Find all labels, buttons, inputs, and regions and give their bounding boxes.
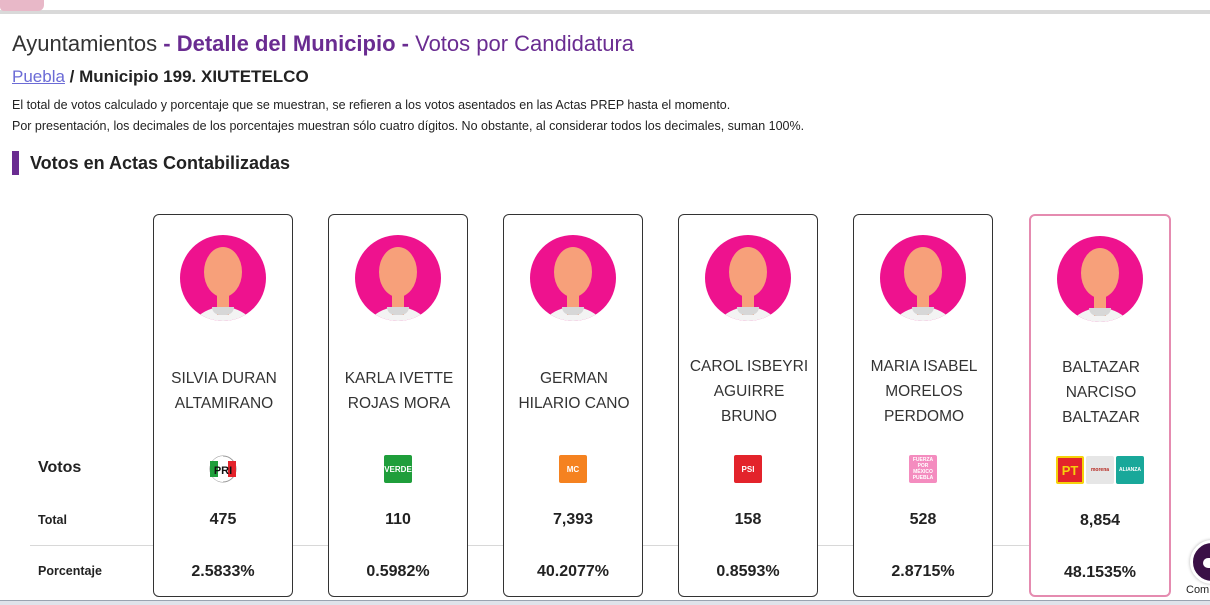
- candidate-card: SILVIA DURAN ALTAMIRANO PRI 475 2.5833%: [153, 214, 293, 597]
- breadcrumb-state-link[interactable]: Puebla: [12, 67, 65, 86]
- nueva-alianza-logo: ALIANZA: [1116, 456, 1144, 484]
- breadcrumb-separator: /: [69, 67, 75, 86]
- title-separator: -: [401, 31, 409, 56]
- candidate-avatar: [355, 235, 441, 321]
- morena-logo: morena: [1086, 456, 1114, 484]
- candidate-name: CAROL ISBEYRI AGUIRRE BRUNO: [689, 358, 809, 425]
- candidate-avatar: [880, 235, 966, 321]
- party-logos: PSI: [679, 455, 817, 483]
- total-votes: 8,854: [1079, 512, 1121, 529]
- total-votes: 528: [909, 511, 937, 528]
- vote-percentage: 2.5833%: [191, 563, 255, 580]
- title-separator: -: [163, 31, 171, 56]
- party-logos: MC: [504, 455, 642, 483]
- candidate-avatar: [180, 235, 266, 321]
- row-label-porcentaje: Porcentaje: [38, 564, 102, 578]
- total-votes: 110: [385, 511, 411, 528]
- breadcrumb-municipality: Municipio 199. XIUTETELCO: [79, 67, 309, 86]
- pri-logo: PRI: [209, 455, 237, 483]
- party-logos: FUERZA POR MÉXICO PUEBLA: [854, 455, 992, 483]
- total-votes: 158: [734, 511, 762, 528]
- svg-text:PRI: PRI: [214, 465, 232, 477]
- breadcrumb: Puebla / Municipio 199. XIUTETELCO: [12, 67, 309, 87]
- top-bar: [0, 0, 1210, 14]
- section-title: Votos en Actas Contabilizadas: [30, 153, 291, 173]
- title-section: Ayuntamientos: [12, 31, 158, 56]
- candidate-card: MARIA ISABEL MORELOS PERDOMO FUERZA POR …: [853, 214, 993, 597]
- row-label-total: Total: [38, 513, 67, 527]
- top-tab[interactable]: [0, 0, 44, 11]
- party-logos: PT morena ALIANZA: [1031, 456, 1169, 484]
- info-note-2: Por presentación, los decimales de los p…: [12, 119, 805, 133]
- taskbar-strip: [0, 600, 1210, 605]
- candidate-name: KARLA IVETTE ROJAS MORA: [344, 370, 454, 412]
- candidate-card: KARLA IVETTE ROJAS MORA VERDE 110 0.5982…: [328, 214, 468, 597]
- total-votes: 475: [209, 511, 237, 528]
- pt-logo: PT: [1056, 456, 1084, 484]
- party-logos: VERDE: [329, 455, 467, 483]
- psi-logo: PSI: [734, 455, 762, 483]
- candidate-name: GERMAN HILARIO CANO: [518, 370, 630, 412]
- vote-percentage: 2.8715%: [891, 563, 955, 580]
- chat-label[interactable]: Com: [1186, 584, 1210, 596]
- section-marker: [12, 151, 19, 175]
- fuerza-por-mexico-puebla-logo: FUERZA POR MÉXICO PUEBLA: [909, 455, 937, 483]
- total-votes: 7,393: [552, 511, 594, 528]
- info-note-1: El total de votos calculado y porcentaje…: [12, 98, 731, 112]
- title-detail: Detalle del Municipio: [176, 31, 396, 56]
- candidate-avatar: [1057, 236, 1143, 322]
- title-view: Votos por Candidatura: [415, 31, 635, 56]
- candidate-avatar: [530, 235, 616, 321]
- vote-percentage: 48.1535%: [1063, 564, 1137, 581]
- movimiento-ciudadano-logo: MC: [559, 455, 587, 483]
- row-label-votos: Votos: [38, 459, 82, 476]
- candidate-name: SILVIA DURAN ALTAMIRANO: [171, 370, 277, 412]
- vote-percentage: 0.8593%: [716, 563, 780, 580]
- candidate-card: GERMAN HILARIO CANO MC 7,393 40.2077%: [503, 214, 643, 597]
- candidate-card-leading: BALTAZAR NARCISO BALTAZAR PT morena ALIA…: [1029, 214, 1171, 597]
- candidate-name: BALTAZAR NARCISO BALTAZAR: [1062, 359, 1140, 426]
- vote-percentage: 40.2077%: [536, 563, 610, 580]
- vote-percentage: 0.5982%: [366, 563, 430, 580]
- candidate-avatar: [705, 235, 791, 321]
- candidate-name: MARIA ISABEL MORELOS PERDOMO: [870, 358, 978, 425]
- chat-button[interactable]: [1190, 540, 1210, 584]
- party-logos: PRI: [154, 455, 292, 483]
- verde-logo: VERDE: [384, 455, 412, 483]
- candidate-card: CAROL ISBEYRI AGUIRRE BRUNO PSI 158 0.85…: [678, 214, 818, 597]
- page-title: Ayuntamientos - Detalle del Municipio - …: [12, 31, 634, 57]
